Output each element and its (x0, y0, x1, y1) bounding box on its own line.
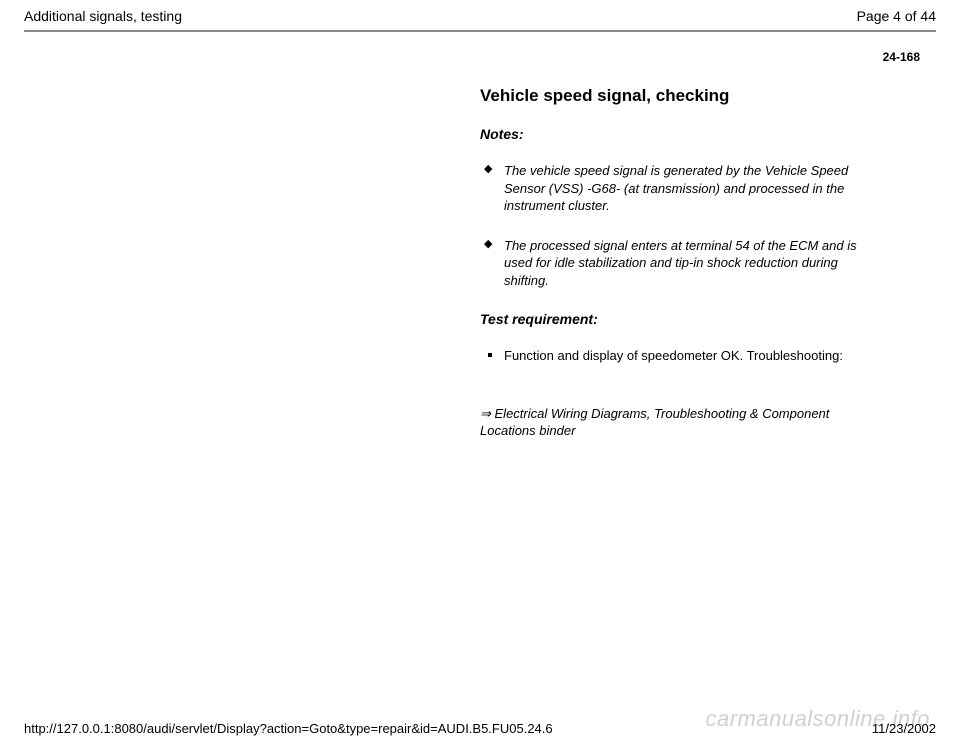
note-item: The vehicle speed signal is generated by… (484, 162, 880, 215)
test-requirement-item: Function and display of speedometer OK. … (484, 347, 880, 365)
test-requirement-label: Test requirement: (480, 311, 880, 327)
notes-label: Notes: (480, 126, 880, 142)
page-header: Additional signals, testing Page 4 of 44 (0, 0, 960, 30)
content-area: Vehicle speed signal, checking Notes: Th… (0, 86, 960, 440)
page-footer: http://127.0.0.1:8080/audi/servlet/Displ… (0, 721, 960, 736)
page-number: 24-168 (0, 50, 960, 64)
footer-url: http://127.0.0.1:8080/audi/servlet/Displ… (24, 721, 553, 736)
note-item: The processed signal enters at terminal … (484, 237, 880, 290)
test-requirement-list: Function and display of speedometer OK. … (480, 347, 880, 365)
notes-list: The vehicle speed signal is generated by… (480, 162, 880, 289)
footer-date: 11/23/2002 (872, 721, 936, 736)
header-divider (24, 30, 936, 32)
reference-text: ⇒ Electrical Wiring Diagrams, Troublesho… (480, 405, 880, 440)
header-page-indicator: Page 4 of 44 (857, 8, 936, 24)
section-title: Vehicle speed signal, checking (480, 86, 880, 106)
header-title: Additional signals, testing (24, 8, 182, 24)
